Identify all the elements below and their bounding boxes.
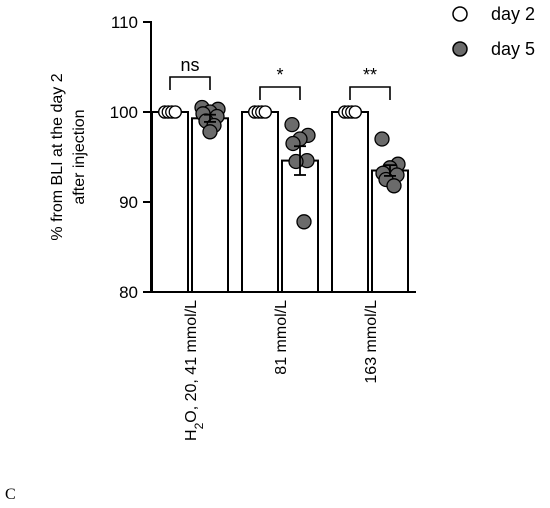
y-tick-label: 90 [119,193,138,212]
data-point [348,105,362,119]
legend-marker [452,6,468,22]
significance-label: * [276,65,283,85]
data-point [374,131,390,147]
bar [151,111,189,293]
data-point [258,105,272,119]
significance-bracket [349,86,391,100]
data-point [202,124,218,140]
bar [331,111,369,293]
y-tick-label: 110 [111,13,138,32]
significance-bracket [169,76,211,90]
bar [241,111,279,293]
bar [191,117,229,293]
significance-bracket [259,86,301,100]
data-point [285,135,301,152]
y-tick-label: 100 [110,103,138,122]
significance-label: ** [363,65,377,85]
category-label: H2O, 20, 41 mmol/L [183,300,206,441]
data-point [284,116,300,133]
category-label: 81 mmol/L [273,300,290,375]
legend-label: day 5 [491,39,535,59]
data-point [386,178,402,194]
y-tick-label: 80 [119,283,138,302]
y-axis-label: % from BLI at the day 2 [49,73,66,240]
category-label: 163 mmol/L [363,300,380,384]
legend-marker [452,41,468,57]
data-point [168,105,182,119]
significance-label: ns [180,55,199,75]
data-point [296,214,312,230]
y-axis-label: after injection [71,109,88,204]
panel-label: C [5,486,16,503]
legend-label: day 2 [491,4,535,24]
